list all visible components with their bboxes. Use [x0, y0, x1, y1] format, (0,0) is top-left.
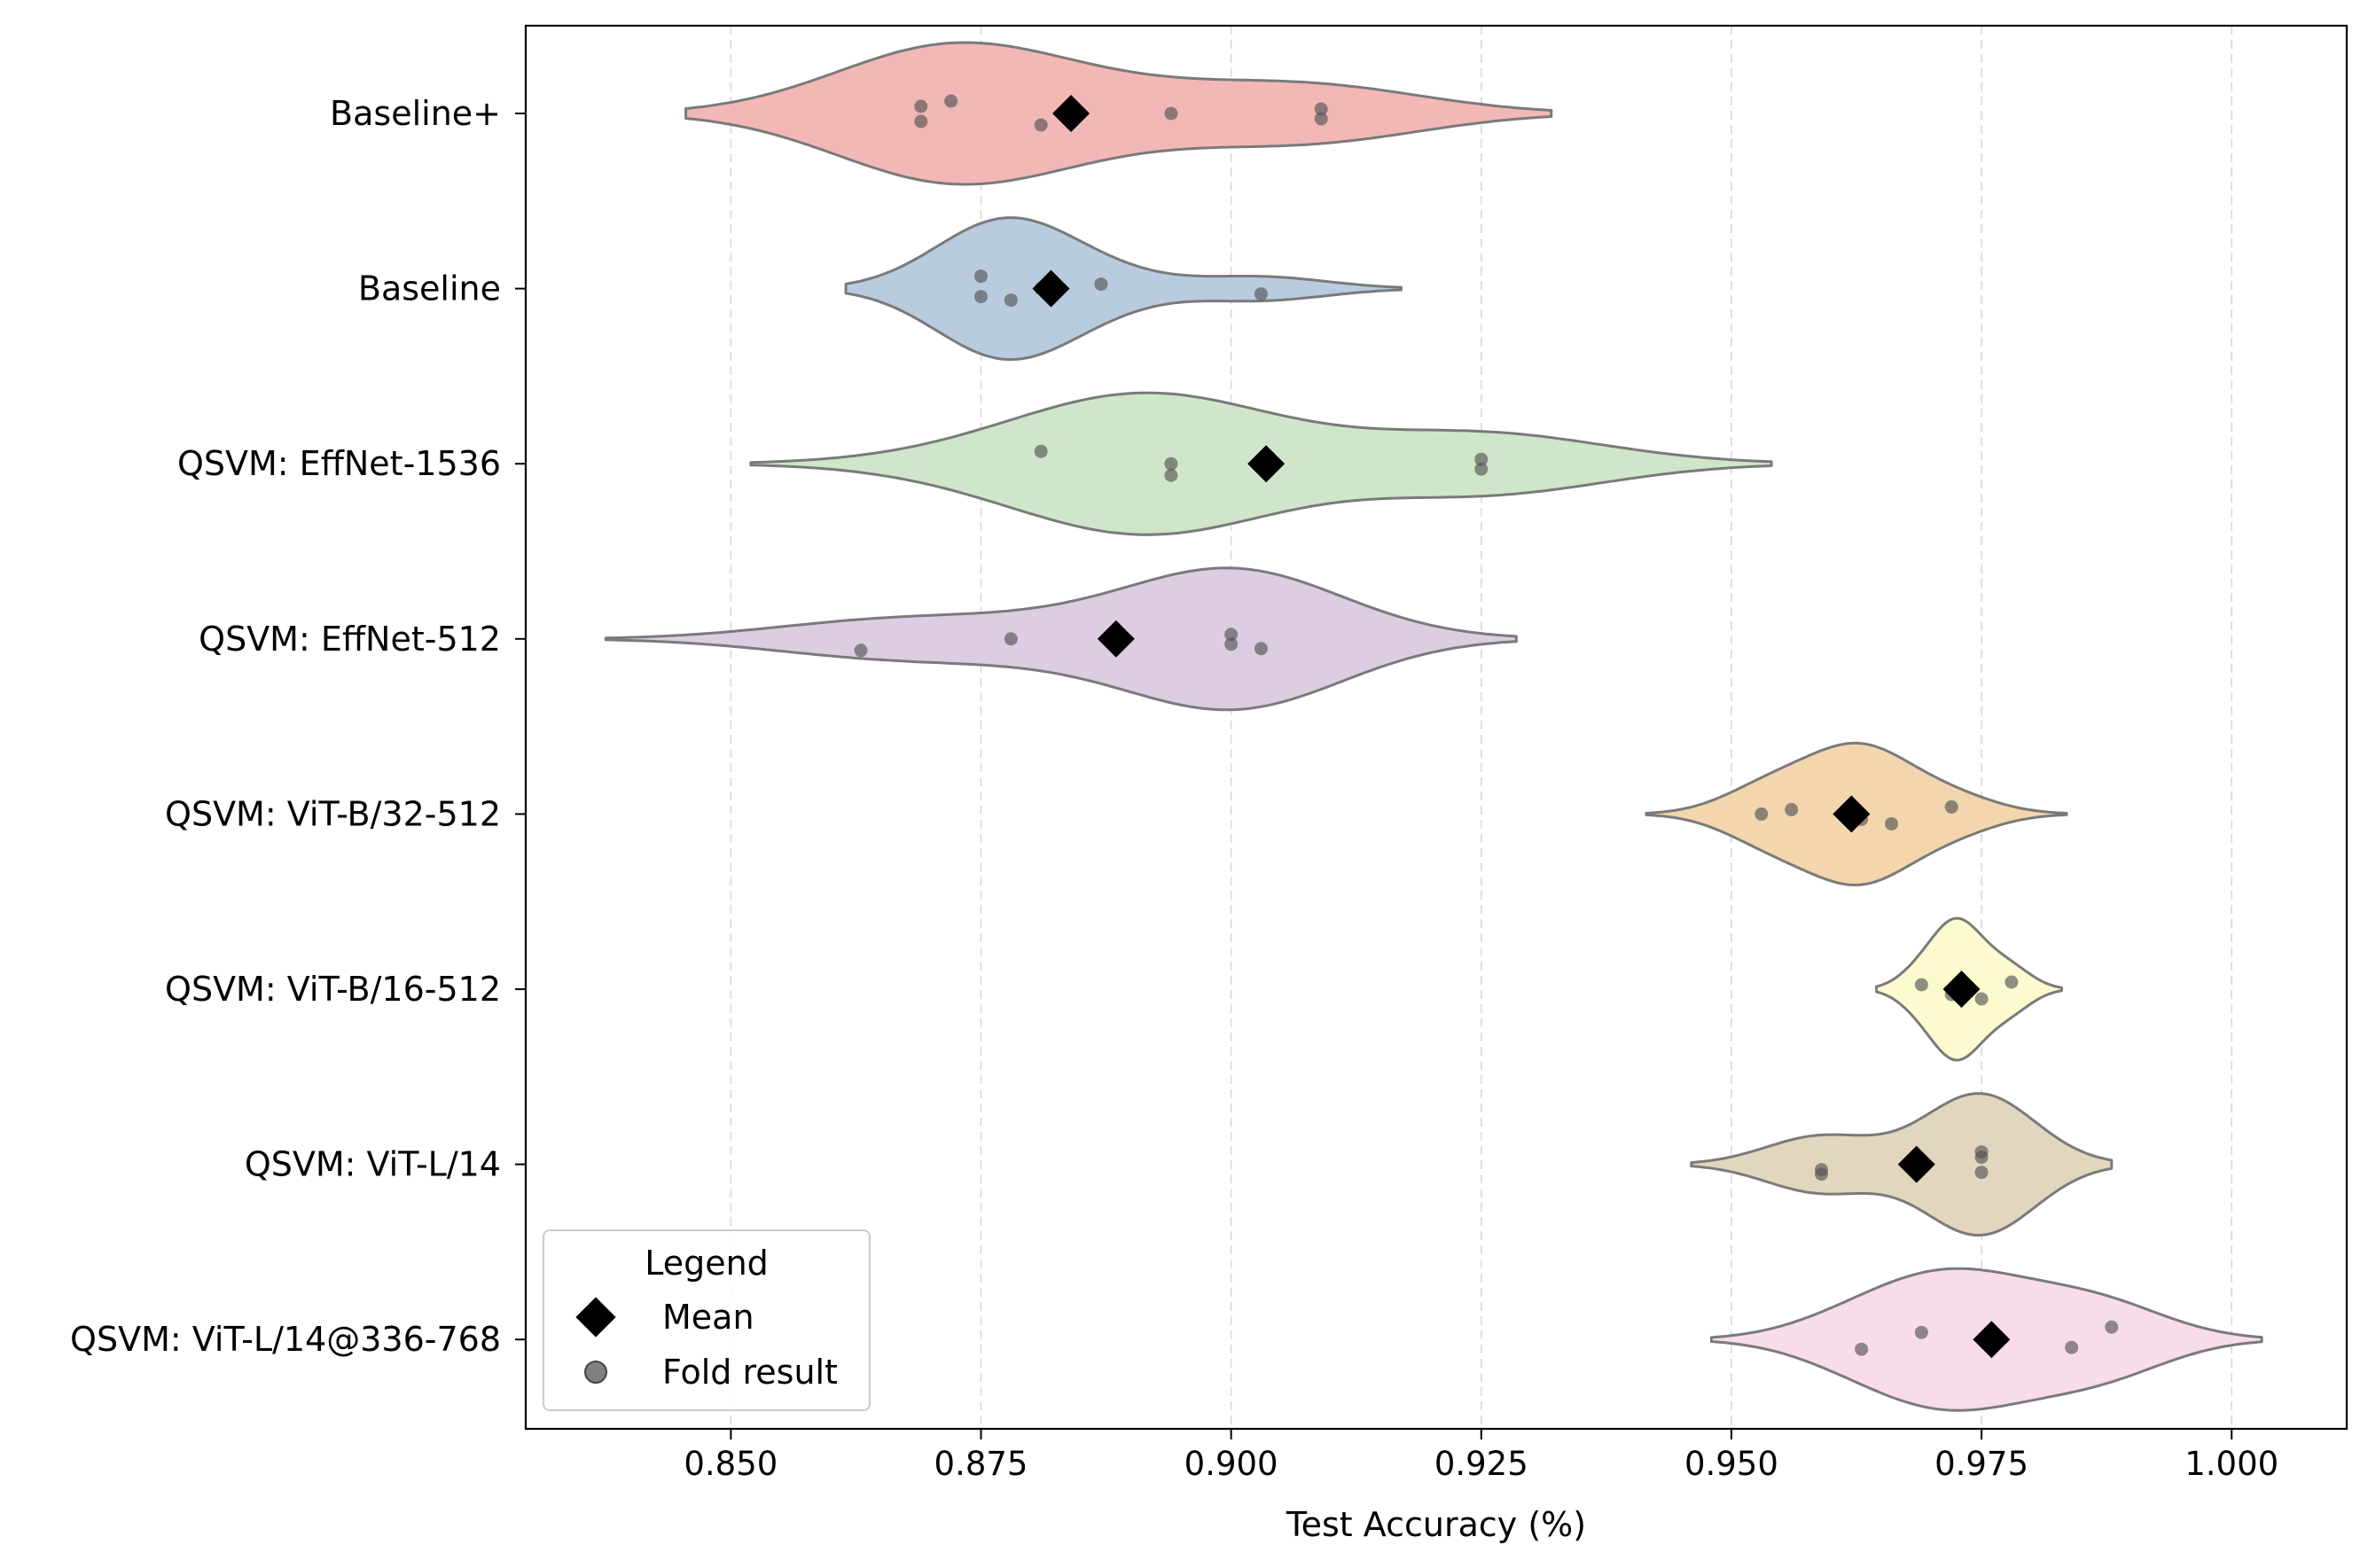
fold-point-qsvm-vit-b-16-512-3	[2005, 975, 2019, 989]
fold-point-qsvm-vit-b-16-512-0	[1914, 978, 1928, 992]
fold-point-qsvm-vit-b-16-512-2	[1974, 992, 1989, 1006]
y-tick-label-baseline: Baseline+	[330, 94, 501, 133]
legend-box	[543, 1229, 871, 1411]
mean-marker-qsvm-vit-l-14	[1897, 1145, 1935, 1183]
fold-point-qsvm-vit-l-14-336-768-3	[2105, 1320, 2119, 1334]
fold-point-baseline-4	[1094, 277, 1108, 292]
fold-point-qsvm-effnet-512-0	[854, 644, 868, 658]
legend-entry-mean: Mean	[662, 1298, 754, 1337]
fold-point-qsvm-vit-l-14-3	[1974, 1166, 1989, 1180]
violin-qsvm-effnet-512	[604, 566, 1518, 712]
x-tick-label-6: 1.000	[2184, 1445, 2278, 1483]
fold-point-qsvm-vit-l-14-4	[1974, 1145, 1989, 1159]
x-tick-label-2: 0.900	[1184, 1445, 1278, 1483]
fold-point-qsvm-vit-b-32-512-3	[1885, 816, 1898, 831]
fold-point-qsvm-vit-l-14-336-768-1	[1914, 1325, 1928, 1339]
mean-marker-qsvm-effnet-1536	[1247, 445, 1286, 483]
fold-point-baseline-1	[974, 269, 988, 284]
mean-marker-qsvm-vit-b-32-512	[1833, 795, 1871, 833]
legend-fold-marker	[584, 1361, 607, 1384]
fold-point-qsvm-vit-l-14-336-768-0	[1855, 1342, 1869, 1356]
x-tick-label-0: 0.850	[684, 1445, 778, 1483]
y-tick-label-qsvm-vit-l-14: QSVM: ViT-L/14	[245, 1145, 501, 1184]
mean-markers	[1032, 95, 2011, 1359]
fold-points	[854, 94, 2119, 1356]
y-tick-label-qsvm-effnet-512: QSVM: EffNet-512	[199, 620, 501, 659]
fold-point-baseline-5	[1254, 287, 1268, 301]
plot-frame	[524, 24, 2348, 1431]
legend: Legend Mean Fold result	[543, 1229, 871, 1411]
fold-point-qsvm-effnet-512-4	[1254, 642, 1268, 656]
fold-point-qsvm-effnet-1536-2	[1164, 456, 1178, 471]
x-tick-label-4: 0.950	[1684, 1445, 1778, 1483]
fold-point-qsvm-effnet-1536-4	[1474, 462, 1489, 476]
y-tick-label-qsvm-vit-b-32-512: QSVM: ViT-B/32-512	[165, 794, 501, 833]
fold-point-baseline-3	[1034, 118, 1048, 132]
fold-point-qsvm-effnet-1536-3	[1474, 452, 1489, 466]
fold-point-baseline-2	[1004, 293, 1018, 308]
x-tick-label-5: 0.975	[1934, 1445, 2028, 1483]
mean-marker-baseline	[1032, 269, 1070, 308]
fold-point-baseline-0	[914, 99, 928, 113]
fold-point-qsvm-effnet-1536-1	[1164, 468, 1178, 482]
mean-marker-qsvm-vit-b-16-512	[1942, 971, 1981, 1008]
fold-point-baseline-0	[974, 290, 988, 304]
y-tick-label-qsvm-vit-b-16-512: QSVM: ViT-B/16-512	[165, 970, 501, 1009]
fold-point-qsvm-vit-b-32-512-0	[1755, 807, 1769, 821]
violin-baseline	[684, 41, 1553, 186]
x-axis-label: Test Accuracy (%)	[1286, 1505, 1586, 1544]
fold-point-qsvm-effnet-512-3	[1224, 637, 1239, 651]
x-tick-label-1: 0.875	[934, 1445, 1028, 1483]
fold-point-baseline-5	[1314, 102, 1328, 116]
fold-point-baseline-4	[1164, 106, 1178, 121]
y-tick-label-baseline: Baseline	[358, 269, 501, 308]
fold-point-qsvm-effnet-1536-0	[1034, 444, 1048, 458]
x-axis: 0.850 0.875 0.900 0.925 0.950 0.975 1.000	[684, 1429, 2278, 1483]
x-tick-label-3: 0.925	[1434, 1445, 1528, 1483]
fold-point-qsvm-effnet-512-2	[1224, 628, 1239, 642]
fold-point-qsvm-effnet-512-1	[1004, 632, 1018, 646]
legend-entry-fold-result: Fold result	[662, 1353, 838, 1392]
fold-point-baseline-2	[944, 94, 958, 108]
fold-point-qsvm-vit-l-14-336-768-2	[2065, 1340, 2079, 1354]
violin-baseline	[844, 216, 1403, 362]
mean-marker-qsvm-effnet-512	[1097, 620, 1135, 658]
y-axis: Baseline+ Baseline QSVM: EffNet-1536 QSVM: …	[70, 94, 526, 1359]
mean-marker-baseline	[1052, 95, 1090, 132]
fold-point-baseline-1	[914, 114, 928, 129]
y-tick-label-qsvm-vit-l-14-336-768: QSVM: ViT-L/14@336-768	[70, 1320, 501, 1359]
fold-point-qsvm-vit-b-32-512-1	[1785, 802, 1799, 816]
legend-mean-marker	[575, 1297, 616, 1338]
mean-marker-qsvm-vit-l-14-336-768	[1973, 1321, 2011, 1359]
fold-point-baseline-6	[1314, 112, 1328, 126]
fold-point-qsvm-vit-l-14-1	[1815, 1167, 1828, 1182]
y-tick-label-qsvm-effnet-1536: QSVM: EffNet-1536	[177, 444, 501, 483]
legend-title: Legend	[645, 1244, 769, 1283]
fold-point-qsvm-vit-b-32-512-4	[1944, 800, 1958, 814]
plot-area-background	[526, 26, 2347, 1429]
